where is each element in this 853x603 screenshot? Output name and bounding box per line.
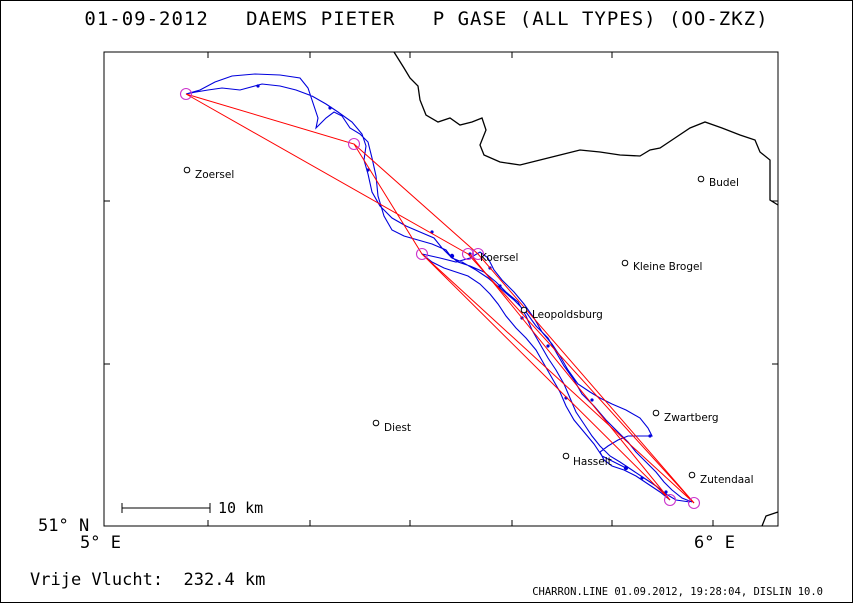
scale-bar	[121, 503, 211, 513]
town-zoersel: Zoersel	[183, 166, 234, 181]
latitude-label: 51° N	[38, 516, 90, 536]
scale-bar-label: 10 km	[218, 499, 264, 517]
turnpoint-marker	[415, 247, 429, 261]
town-label: Zwartberg	[664, 412, 719, 424]
town-leopoldsburg: Leopoldsburg	[520, 306, 603, 321]
turnpoint-marker	[687, 496, 701, 510]
town-koersel: Koersel	[480, 252, 518, 264]
turnpoint-marker	[347, 137, 361, 151]
town-label: Zoersel	[195, 169, 234, 181]
flight-distance: Vrije Vlucht: 232.4 km	[30, 570, 266, 590]
town-hasselt: Hasselt	[562, 452, 612, 468]
town-budel: Budel	[697, 175, 739, 189]
turnpoint-marker	[471, 247, 485, 261]
credits-line: CHARRON.LINE 01.09.2012, 19:28:04, DISLI…	[532, 586, 823, 598]
map-border	[103, 51, 779, 527]
town-kleine-brogel: Kleine Brogel	[621, 259, 702, 273]
longitude-right-label: 6° E	[694, 533, 735, 553]
track-fixes	[256, 84, 668, 494]
longitude-left-label: 5° E	[80, 533, 121, 553]
turnpoints	[179, 87, 701, 510]
town-label: Diest	[384, 422, 411, 434]
country-border	[393, 51, 779, 206]
country-border-corner	[761, 511, 779, 527]
task-legs	[185, 93, 695, 504]
turnpoint-marker	[179, 87, 193, 101]
flight-track	[185, 73, 693, 503]
town-label: Leopoldsburg	[532, 309, 603, 321]
town-label: Koersel	[480, 252, 518, 264]
town-label: Zutendaal	[700, 474, 754, 486]
town-zwartberg: Zwartberg	[652, 409, 719, 424]
town-diest: Diest	[372, 419, 411, 434]
town-zutendaal: Zutendaal	[688, 471, 754, 486]
town-label: Kleine Brogel	[633, 261, 702, 273]
axis-ticks	[104, 52, 778, 526]
town-label: Budel	[709, 177, 739, 189]
turnpoint-marker	[461, 247, 475, 261]
page-title: 01-09-2012 DAEMS PIETER P GASE (ALL TYPE…	[84, 8, 769, 30]
turnpoint-marker	[663, 493, 677, 507]
town-label: Hasselt	[573, 456, 612, 468]
